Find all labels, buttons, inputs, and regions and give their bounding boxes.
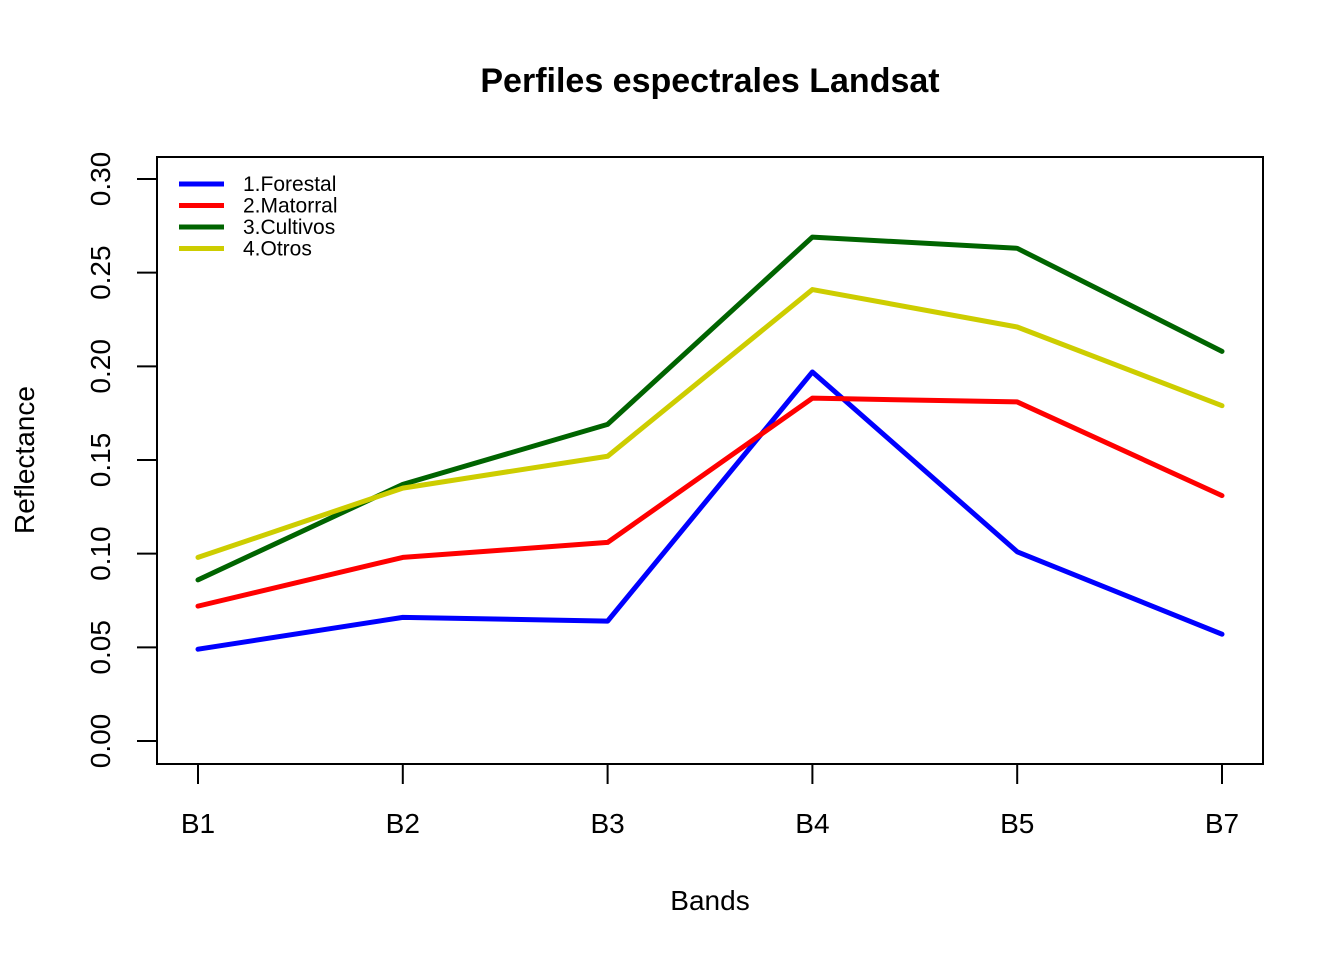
y-tick-label: 0.25: [85, 245, 116, 300]
legend-label-1: 1.Forestal: [243, 173, 336, 196]
x-axis: B1 B2 B3 B4 B5 B7: [181, 764, 1239, 839]
y-axis: 0.00 0.05 0.10 0.15 0.20 0.25 0.30: [85, 152, 157, 769]
y-tick-label: 0.15: [85, 433, 116, 488]
legend-label-2: 2.Matorral: [243, 195, 338, 218]
x-axis-label: Bands: [670, 885, 749, 916]
legend-label-3: 3.Cultivos: [243, 216, 335, 239]
y-tick-label: 0.30: [85, 152, 116, 207]
series-line-3: [195, 234, 1225, 583]
y-tick-label: 0.10: [85, 526, 116, 581]
x-tick-label: B7: [1205, 808, 1239, 839]
series-line-4: [195, 287, 1225, 560]
x-tick-label: B1: [181, 808, 215, 839]
series-lines: [195, 234, 1225, 652]
x-tick-label: B3: [590, 808, 624, 839]
series-line-1: [195, 369, 1225, 652]
y-tick-label: 0.00: [85, 714, 116, 769]
chart-title: Perfiles espectrales Landsat: [480, 62, 939, 100]
x-tick-label: B2: [386, 808, 420, 839]
legend-label-4: 4.Otros: [243, 238, 312, 261]
plot-frame: [156, 156, 1264, 765]
y-axis-label: Reflectance: [9, 386, 40, 534]
x-tick-label: B4: [795, 808, 829, 839]
y-tick-label: 0.20: [85, 339, 116, 394]
x-tick-label: B5: [1000, 808, 1034, 839]
y-tick-label: 0.05: [85, 620, 116, 675]
series-line-2: [195, 395, 1225, 609]
